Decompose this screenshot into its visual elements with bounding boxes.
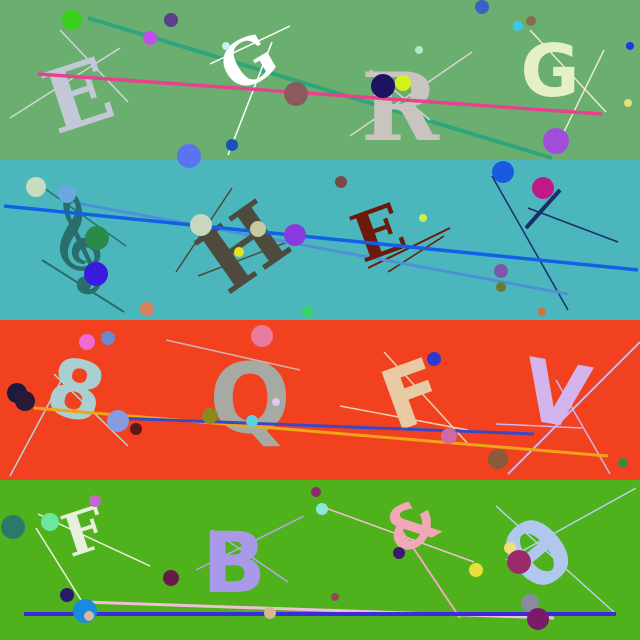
band-1-letter-4: G bbox=[520, 29, 579, 113]
band-3-background bbox=[0, 320, 640, 480]
band-4-letter-2: B bbox=[202, 514, 266, 612]
band-1-letter-3: R bbox=[361, 53, 440, 163]
band-3: 8 Q F V bbox=[7, 325, 640, 477]
